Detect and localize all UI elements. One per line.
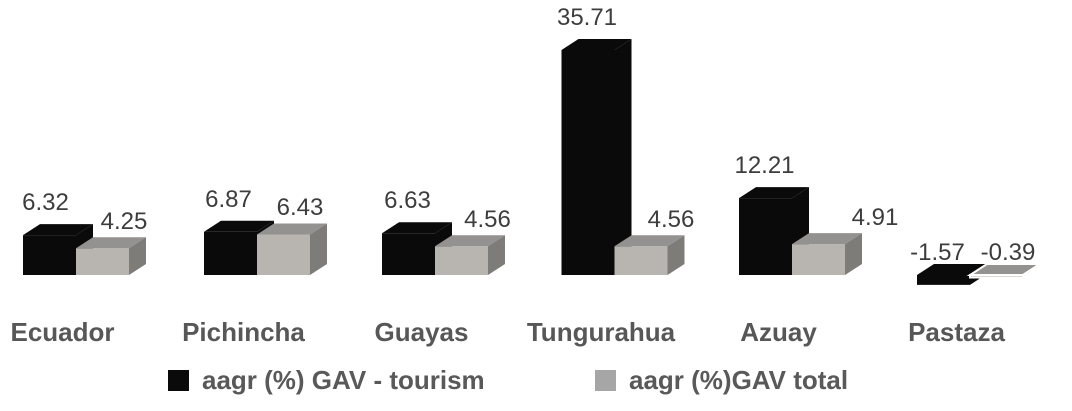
value-label-gav-tourism-pichincha: 6.87: [205, 185, 252, 213]
legend-swatch-gav-tourism-icon: [168, 369, 189, 391]
legend-item-gav-total: aagr (%)GAV total: [595, 365, 848, 395]
category-label-tungurahua: Tungurahua: [526, 317, 676, 347]
value-label-gav-total-pichincha: 6.43: [276, 194, 324, 222]
bar-gav-total-pastaza: [966, 262, 1044, 280]
value-label-gav-tourism-tungurahua: 35.71: [556, 4, 618, 32]
value-label-gav-total-azuay: 4.91: [851, 204, 899, 232]
value-label-gav-tourism-guayas: 6.63: [384, 187, 431, 215]
category-label-azuay: Azuay: [740, 317, 817, 347]
category-label-guayas: Guayas: [374, 317, 469, 347]
value-label-gav-total-pastaza: -0.39: [980, 239, 1036, 266]
value-label-gav-total-guayas: 4.56: [464, 206, 511, 234]
bar-gav-total-ecuador: [76, 237, 146, 275]
value-label-gav-total-tungurahua: 4.56: [647, 206, 695, 234]
legend-label-gav-tourism: aagr (%) GAV - tourism: [202, 365, 485, 395]
category-label-pastaza: Pastaza: [908, 317, 1005, 347]
bar-gav-total-guayas: [435, 235, 505, 275]
value-label-gav-tourism-ecuador: 6.32: [22, 189, 69, 217]
legend-item-gav-tourism: aagr (%) GAV - tourism: [168, 365, 485, 395]
bar-gav-total-azuay: [792, 233, 862, 275]
category-label-pichincha: Pichincha: [182, 317, 305, 347]
bar-gav-total-tungurahua: [614, 235, 685, 275]
bar-gav-tourism-tungurahua: [561, 39, 632, 275]
value-label-gav-tourism-pastaza: -1.57: [910, 239, 965, 266]
bar-gav-total-pichincha: [257, 223, 327, 275]
value-label-gav-tourism-azuay: 12.21: [734, 152, 795, 180]
legend-swatch-gav-total-icon: [595, 369, 616, 391]
legend-label-gav-total: aagr (%)GAV total: [629, 365, 849, 395]
category-label-ecuador: Ecuador: [10, 317, 115, 347]
value-label-gav-total-ecuador: 4.25: [100, 208, 148, 236]
